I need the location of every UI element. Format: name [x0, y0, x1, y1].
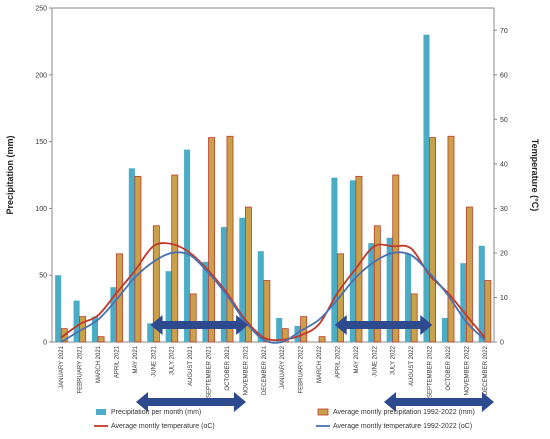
bar-s0-15 — [331, 177, 338, 342]
x-tick-label: NOVEMBER 2022 — [464, 345, 470, 395]
x-tick-label: OCTOBER 2022 — [446, 345, 452, 390]
bar-s1-23 — [484, 280, 492, 343]
bar-s1-20 — [429, 137, 437, 343]
legend-swatch-0 — [96, 409, 106, 415]
y2-tick-label: 70 — [500, 28, 508, 35]
x-tick-label: MARCH 2022 — [317, 345, 323, 383]
y2-tick-label: 10 — [500, 295, 508, 302]
y-tick-label: 200 — [35, 72, 47, 79]
line-series-3 — [60, 251, 486, 344]
x-tick-label: DECEMBER 2021 — [262, 345, 268, 395]
double-arrow-plot-0 — [150, 315, 249, 335]
bar-s0-1 — [73, 300, 80, 342]
bar-s1-6 — [171, 174, 179, 343]
bar-s1-16 — [355, 175, 363, 343]
y-axis-title: Precipitation (mm) — [5, 135, 15, 214]
bar-s0-2 — [91, 316, 99, 342]
bar-s1-14 — [318, 336, 326, 343]
bar-s1-2 — [97, 336, 105, 343]
x-tick-label: MAY 2022 — [354, 345, 360, 373]
bar-s1-15 — [337, 253, 344, 343]
bar-s0-3 — [110, 287, 117, 342]
legend-label-2: Average montly temperature (oC) — [111, 423, 215, 430]
bar-s1-21 — [447, 135, 455, 343]
bar-s1-8 — [208, 137, 216, 343]
bar-s0-11 — [257, 251, 264, 342]
x-tick-label: APRIL 2022 — [335, 345, 341, 378]
bar-s0-8 — [202, 261, 209, 342]
y-tick-label: 50 — [39, 273, 47, 280]
y-tick-label: 150 — [35, 139, 47, 146]
y-tick-label: 0 — [43, 340, 47, 347]
bar-s0-22 — [460, 263, 467, 342]
x-tick-label: AUGUST 2022 — [409, 345, 415, 386]
bar-s0-18 — [386, 237, 393, 342]
legend-swatch-1 — [317, 408, 329, 416]
y2-tick-label: 30 — [500, 206, 508, 213]
bar-s1-7 — [189, 293, 197, 343]
double-arrow-legend-1 — [384, 392, 494, 412]
bar-s0-0 — [55, 275, 62, 342]
bar-s1-4 — [134, 175, 142, 343]
bar-s0-4 — [128, 168, 135, 342]
y2-tick-label: 60 — [500, 72, 508, 79]
y2-tick-label: 0 — [500, 340, 504, 347]
y2-tick-label: 40 — [500, 161, 508, 168]
legend-label-3: Average montly temperature 1992-2022 (oC… — [333, 423, 472, 430]
bar-s1-19 — [410, 293, 418, 343]
x-tick-label: JUNE 2022 — [372, 345, 378, 376]
y-tick-label: 250 — [35, 6, 47, 13]
bar-s0-20 — [423, 34, 430, 342]
x-tick-label: JULY 2022 — [391, 345, 397, 375]
x-tick-label: APRIL 2021 — [114, 345, 120, 378]
line-series-2 — [60, 242, 486, 342]
bar-s1-9 — [226, 135, 234, 343]
double-arrow-legend-0 — [136, 392, 246, 412]
bar-s1-22 — [465, 206, 473, 343]
bar-s0-12 — [276, 317, 283, 342]
x-tick-label: DECEMBER 2022 — [483, 345, 489, 395]
bar-s0-9 — [220, 227, 227, 342]
x-tick-label: JANUARY 2021 — [59, 345, 65, 388]
bar-s1-12 — [281, 328, 289, 343]
x-tick-label: SEPTEMBER 2022 — [428, 345, 434, 398]
x-tick-label: MARCH 2021 — [96, 345, 102, 383]
bar-s1-18 — [392, 174, 400, 343]
bar-s0-21 — [441, 317, 448, 342]
legend-label-0: Precipitation per month (mm) — [111, 409, 201, 416]
y2-axis-title: Temperature (°C) — [530, 139, 540, 211]
bar-s0-10 — [239, 217, 246, 342]
y2-tick-label: 50 — [500, 117, 508, 124]
x-tick-label: OCTOBER 2021 — [225, 345, 231, 390]
legend-label-1: Average montly precipitation 1992-2022 (… — [333, 409, 475, 416]
bar-s1-5 — [152, 225, 160, 343]
x-tick-label: SEPTEMBER 2021 — [207, 345, 213, 398]
bar-s1-10 — [244, 206, 252, 343]
bar-s0-19 — [405, 253, 412, 342]
bar-s0-16 — [349, 180, 356, 342]
x-tick-label: FEBRUARY 2021 — [78, 345, 84, 393]
bar-s0-6 — [165, 271, 172, 342]
y-tick-label: 100 — [35, 206, 47, 213]
x-tick-label: NOVEMBER 2021 — [243, 345, 249, 395]
x-tick-label: FEBRUARY 2022 — [299, 345, 305, 393]
bar-s0-17 — [368, 243, 375, 342]
x-tick-label: JANUARY 2022 — [280, 345, 286, 388]
x-tick-label: MAY 2021 — [133, 345, 139, 373]
bar-s1-3 — [116, 253, 123, 343]
bar-s1-11 — [263, 280, 271, 343]
x-tick-label: JULY 2021 — [170, 345, 176, 375]
bar-s0-5 — [147, 323, 154, 342]
x-tick-label: AUGUST 2021 — [188, 345, 194, 386]
bar-s0-7 — [184, 149, 191, 342]
bar-s0-13 — [294, 325, 301, 342]
x-tick-label: JUNE 2021 — [151, 345, 157, 376]
y2-tick-label: 20 — [500, 250, 508, 257]
double-arrow-plot-1 — [334, 315, 433, 335]
bar-s1-17 — [373, 225, 381, 343]
bar-s0-23 — [478, 245, 485, 342]
